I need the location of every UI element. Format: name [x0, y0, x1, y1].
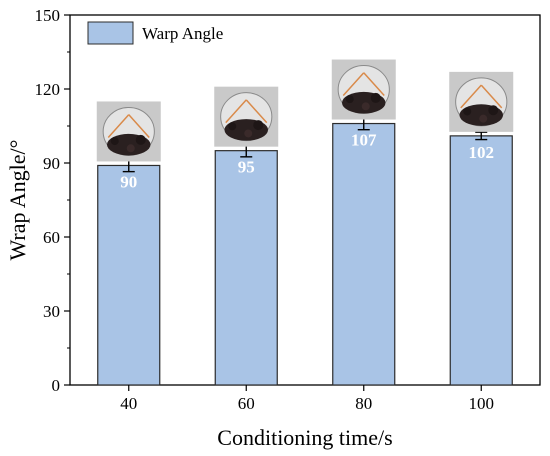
axis-ticks: 0 30 60 90 120 150 40 60 80 100: [35, 6, 495, 413]
inset-photo: [96, 101, 161, 162]
angle-line: [245, 99, 268, 124]
angle-line: [107, 114, 130, 138]
particle: [110, 137, 119, 146]
particle: [253, 120, 264, 131]
legend-label: Warp Angle: [142, 24, 223, 43]
particle: [488, 105, 499, 116]
x-tick-label: 100: [469, 394, 495, 413]
angle-line: [460, 84, 482, 109]
bars: 90 95 107 102: [97, 116, 513, 386]
legend-swatch: [87, 21, 134, 45]
angle-line: [480, 84, 503, 109]
data-label: 107: [351, 131, 377, 150]
bar: [97, 164, 161, 386]
particle: [479, 114, 488, 123]
y-tick-label: 30: [43, 302, 60, 321]
y-tick-label: 60: [43, 228, 60, 247]
y-tick-label: 90: [43, 154, 60, 173]
bar: [214, 150, 278, 386]
particle: [135, 134, 146, 145]
y-tick-label: 120: [35, 80, 61, 99]
data-label: 95: [238, 158, 255, 177]
x-tick-label: 40: [120, 394, 137, 413]
data-label: 90: [120, 172, 137, 191]
legend: Warp Angle: [87, 21, 223, 45]
angle-line: [128, 114, 150, 138]
particle: [345, 95, 354, 104]
inset-photo: [214, 86, 279, 147]
angle-line: [342, 72, 365, 97]
x-tick-label: 60: [238, 394, 255, 413]
x-tick-label: 80: [355, 394, 372, 413]
particle: [126, 144, 135, 153]
particle: [244, 129, 253, 138]
data-label: 102: [469, 143, 495, 162]
particle: [361, 102, 370, 111]
angle-line: [225, 99, 247, 124]
y-tick-label: 150: [35, 6, 61, 25]
y-axis-title: Wrap Angle/°: [5, 140, 30, 261]
particle: [463, 107, 472, 116]
particle: [228, 122, 237, 131]
particle: [370, 92, 381, 103]
bar: [332, 122, 396, 386]
inset-photo: [331, 59, 396, 120]
y-tick-label: 0: [52, 376, 61, 395]
inset-photo: [449, 71, 514, 132]
inset-images: [96, 59, 514, 162]
angle-line: [363, 72, 385, 97]
x-axis-title: Conditioning time/s: [217, 425, 392, 450]
bar: [449, 135, 513, 386]
